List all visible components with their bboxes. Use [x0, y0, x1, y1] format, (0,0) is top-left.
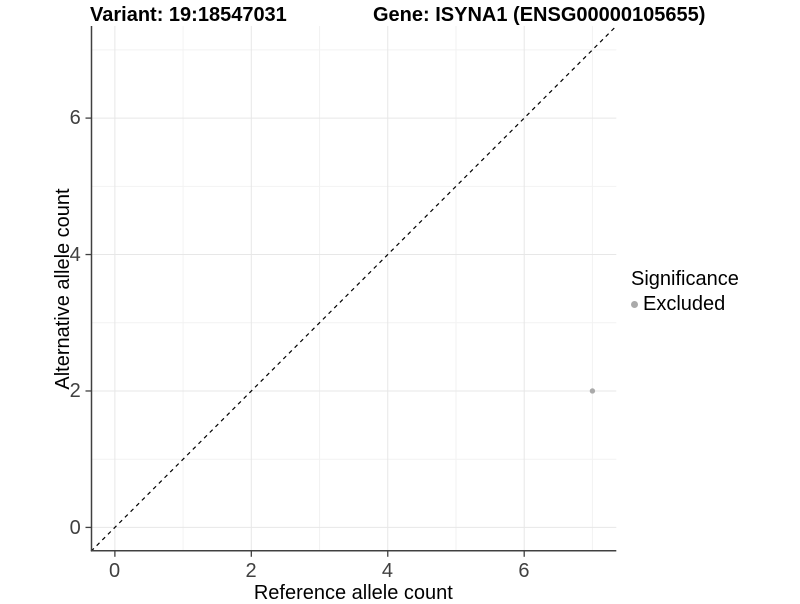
variant-title: Variant: 19:18547031 — [90, 4, 287, 26]
legend: Significance Excluded — [631, 268, 739, 315]
y-axis-title: Alternative allele count — [52, 188, 74, 390]
legend-item-excluded: Excluded — [631, 293, 739, 315]
x-tick-label: 4 — [381, 559, 394, 582]
y-tick-label: 2 — [69, 380, 81, 403]
x-tick-label: 6 — [518, 559, 530, 582]
x-tick-label: 0 — [109, 559, 121, 582]
y-tick-label: 4 — [69, 243, 81, 266]
legend-title: Significance — [631, 268, 739, 290]
x-tick-label: 2 — [245, 559, 257, 582]
legend-item-label: Excluded — [643, 293, 726, 315]
y-tick-label: 0 — [69, 516, 81, 539]
x-axis-title: Reference allele count — [253, 581, 453, 604]
excluded-point-icon — [631, 300, 638, 308]
plot-panel — [85, 25, 617, 558]
data-point — [589, 388, 595, 395]
y-tick-label: 6 — [69, 107, 81, 130]
identity-line — [90, 25, 617, 553]
gene-title: Gene: ISYNA1 (ENSG00000105655) — [373, 4, 706, 26]
